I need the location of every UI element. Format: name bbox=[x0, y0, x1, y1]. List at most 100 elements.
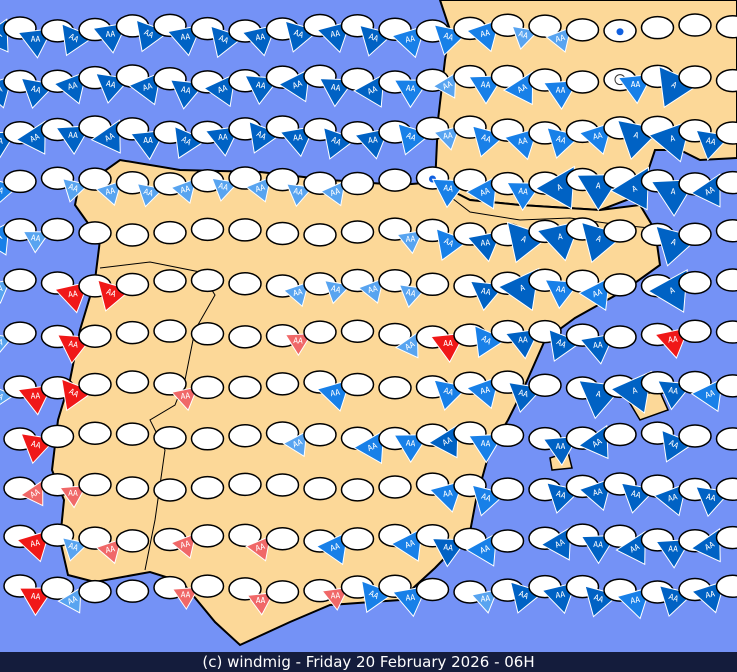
station-marker[interactable] bbox=[528, 14, 562, 38]
station-marker[interactable] bbox=[715, 14, 737, 39]
station-marker[interactable] bbox=[340, 171, 375, 196]
station-marker[interactable] bbox=[190, 217, 225, 242]
wind-arrow-label: AA bbox=[441, 79, 454, 91]
station-marker[interactable] bbox=[678, 13, 712, 37]
station-marker[interactable] bbox=[153, 478, 187, 502]
station-marker[interactable] bbox=[303, 223, 337, 247]
station-marker[interactable] bbox=[78, 167, 112, 191]
station-marker[interactable] bbox=[378, 475, 412, 499]
station-marker[interactable] bbox=[228, 271, 262, 296]
station-marker[interactable] bbox=[678, 319, 712, 344]
station-marker[interactable] bbox=[228, 375, 262, 400]
station-marker[interactable] bbox=[490, 477, 525, 501]
station-marker[interactable] bbox=[115, 579, 150, 603]
station-marker[interactable] bbox=[228, 325, 262, 349]
station-marker[interactable] bbox=[190, 524, 225, 548]
station-marker[interactable] bbox=[228, 472, 262, 497]
station-marker[interactable] bbox=[40, 217, 75, 242]
station-marker[interactable] bbox=[40, 576, 75, 600]
station-marker[interactable] bbox=[678, 270, 712, 295]
station-marker[interactable] bbox=[303, 320, 337, 344]
station-marker[interactable] bbox=[678, 222, 712, 247]
station-marker[interactable] bbox=[265, 421, 300, 445]
station-marker[interactable] bbox=[340, 220, 375, 244]
station-marker[interactable] bbox=[78, 472, 112, 497]
station-marker[interactable] bbox=[715, 170, 737, 195]
station-marker[interactable] bbox=[715, 219, 737, 243]
station-marker[interactable] bbox=[340, 319, 375, 344]
station-marker[interactable] bbox=[115, 370, 150, 394]
wind-arrow-shape bbox=[171, 586, 200, 611]
station-marker[interactable] bbox=[115, 422, 150, 446]
station-marker[interactable] bbox=[678, 65, 712, 89]
station-marker[interactable] bbox=[228, 423, 262, 448]
station-marker[interactable] bbox=[640, 15, 675, 40]
station-marker[interactable] bbox=[265, 526, 300, 551]
station-marker[interactable] bbox=[78, 526, 112, 550]
station-marker[interactable] bbox=[78, 324, 112, 348]
station-marker[interactable] bbox=[340, 478, 375, 502]
station-marker[interactable] bbox=[3, 268, 37, 292]
station-marker[interactable] bbox=[78, 421, 112, 445]
station-marker[interactable] bbox=[190, 375, 225, 400]
station-marker[interactable] bbox=[265, 473, 300, 497]
station-marker[interactable] bbox=[340, 372, 375, 397]
station-marker[interactable] bbox=[603, 219, 637, 243]
station-marker[interactable] bbox=[190, 322, 225, 346]
station-marker[interactable] bbox=[715, 374, 737, 398]
station-marker[interactable] bbox=[115, 320, 150, 345]
station-marker[interactable] bbox=[565, 70, 600, 94]
station-marker[interactable] bbox=[678, 424, 712, 448]
station-marker[interactable] bbox=[715, 320, 737, 344]
station-marker[interactable] bbox=[378, 168, 412, 192]
wind-arrow-label: AA bbox=[668, 592, 680, 604]
station-marker[interactable] bbox=[715, 268, 737, 292]
station-marker[interactable] bbox=[190, 574, 225, 598]
station-marker[interactable] bbox=[115, 223, 150, 247]
station-marker[interactable] bbox=[415, 272, 450, 297]
station-marker[interactable] bbox=[78, 372, 112, 397]
station-marker[interactable] bbox=[3, 321, 37, 345]
station-marker[interactable] bbox=[715, 477, 737, 502]
station-marker[interactable] bbox=[115, 272, 150, 297]
station-marker[interactable] bbox=[190, 475, 225, 500]
station-marker[interactable] bbox=[228, 166, 262, 190]
station-marker[interactable] bbox=[78, 579, 112, 604]
station-marker[interactable] bbox=[228, 523, 262, 548]
station-marker[interactable] bbox=[603, 273, 637, 297]
station-marker[interactable] bbox=[153, 319, 187, 343]
station-marker[interactable] bbox=[603, 325, 637, 349]
station-marker[interactable] bbox=[715, 525, 737, 550]
station-marker[interactable] bbox=[153, 220, 187, 245]
station-marker[interactable] bbox=[490, 423, 525, 448]
station-marker[interactable] bbox=[3, 169, 37, 194]
station: AA bbox=[546, 474, 600, 514]
station-marker[interactable] bbox=[265, 372, 300, 396]
station-marker[interactable] bbox=[153, 269, 187, 293]
station-marker[interactable] bbox=[715, 68, 737, 93]
station-marker[interactable] bbox=[303, 476, 337, 501]
station-marker[interactable] bbox=[190, 427, 225, 451]
station-marker[interactable] bbox=[715, 121, 737, 145]
station-marker[interactable] bbox=[153, 426, 187, 450]
station-marker[interactable] bbox=[490, 529, 525, 553]
station-marker[interactable] bbox=[40, 424, 75, 449]
station-marker[interactable] bbox=[115, 476, 150, 500]
station-marker[interactable] bbox=[528, 373, 562, 397]
station-marker[interactable] bbox=[340, 527, 375, 551]
station-marker[interactable] bbox=[715, 574, 737, 599]
station-marker[interactable] bbox=[265, 580, 300, 604]
station-marker[interactable] bbox=[715, 427, 737, 451]
station-marker[interactable] bbox=[115, 529, 150, 553]
station-marker[interactable] bbox=[565, 18, 600, 42]
station-marker[interactable] bbox=[378, 322, 412, 347]
station-marker[interactable] bbox=[78, 221, 112, 245]
station-marker[interactable] bbox=[190, 268, 225, 293]
station-marker[interactable] bbox=[603, 422, 637, 447]
station-marker[interactable] bbox=[303, 422, 337, 447]
station-marker[interactable] bbox=[378, 375, 412, 400]
station-marker[interactable] bbox=[265, 221, 300, 246]
station-marker[interactable] bbox=[153, 372, 187, 396]
station-marker[interactable] bbox=[228, 218, 262, 242]
station-marker[interactable] bbox=[415, 577, 450, 602]
